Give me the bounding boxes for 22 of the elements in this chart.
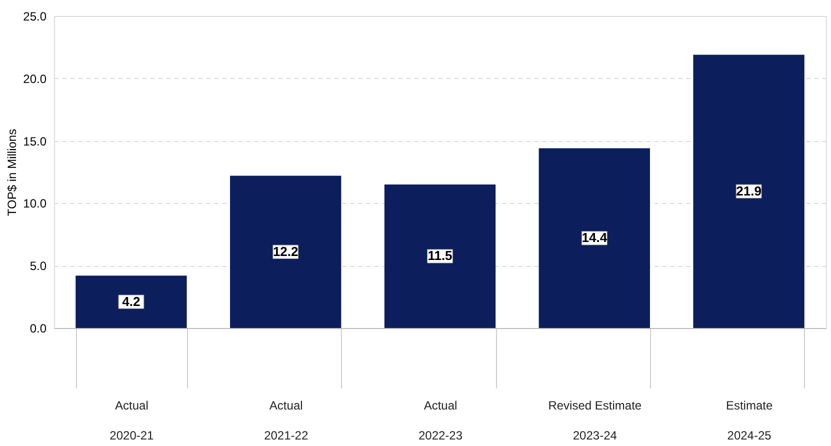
y-tick-label: 15.0 — [23, 134, 47, 148]
category-label: Actual 2021-22 — [264, 398, 308, 442]
y-tick-label: 5.0 — [30, 259, 47, 274]
category-label: Actual 2020-21 — [110, 398, 154, 442]
bar — [384, 184, 496, 328]
bar — [693, 54, 804, 328]
data-label: 21.9 — [736, 183, 762, 198]
data-label: 14.4 — [582, 230, 608, 246]
category-label: Actual 2022-23 — [418, 398, 463, 442]
bar — [230, 176, 342, 328]
data-label: 11.5 — [428, 248, 452, 264]
y-tick-label: 25.0 — [23, 10, 47, 24]
bar — [76, 276, 187, 328]
y-axis-title: TOP$ in Millions — [5, 128, 20, 216]
data-label: 4.2 — [122, 294, 140, 309]
bar — [538, 148, 650, 328]
y-tick-label: 0.0 — [30, 322, 47, 336]
category-label: Estimate 2024-25 — [726, 398, 773, 442]
data-label: 12.2 — [272, 244, 298, 259]
y-tick-label: 10.0 — [23, 196, 47, 211]
category-label: Revised Estimate 2023-24 — [548, 398, 642, 442]
y-tick-label: 20.0 — [23, 72, 47, 86]
